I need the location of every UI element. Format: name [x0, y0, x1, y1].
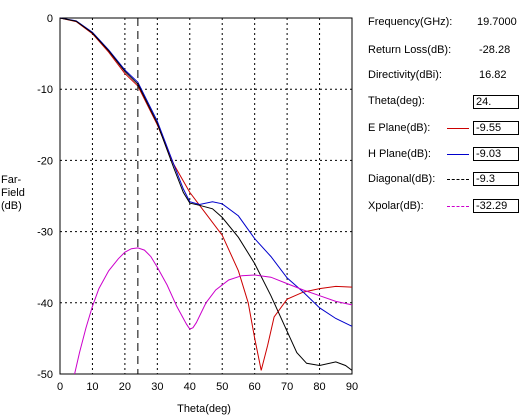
y-tick-label: -50: [37, 369, 53, 381]
y-axis-label: Far- Field (dB): [1, 174, 25, 212]
e-plane-value: -9.55: [473, 121, 519, 135]
theta-input[interactable]: 24.: [473, 95, 519, 109]
return-loss-value: -28.28: [479, 44, 511, 56]
directivity-label: Directivity(dBi):: [368, 69, 442, 81]
plot-frame: [59, 17, 353, 375]
frequency-label: Frequency(GHz):: [368, 16, 453, 28]
frequency-value: 19.7000: [477, 16, 517, 28]
legend-swatch-xpolar: [447, 206, 469, 207]
y-tick-label: -30: [37, 227, 53, 239]
x-tick-label: 80: [313, 381, 325, 393]
x-tick-label: 60: [249, 381, 261, 393]
series-line-diagonal: [59, 17, 353, 371]
x-tick-label: 90: [346, 381, 358, 393]
theta-label: Theta(deg):: [368, 95, 425, 107]
legend-swatch-e-plane: [447, 128, 469, 129]
diagonal-value: -9.3: [473, 172, 519, 186]
far-field-chart: 0 10 20 30 40 50 60 70 80 90 0 -10 -20 -30 -40 -50 Theta…: [37, 13, 358, 415]
legend-label-diagonal: Diagonal(dB):: [368, 173, 436, 185]
directivity-value: 16.82: [479, 69, 507, 81]
series-line-e-plane: [59, 17, 353, 371]
x-tick-label: 40: [184, 381, 196, 393]
return-loss-label: Return Loss(dB):: [368, 44, 452, 56]
legend-swatch-h-plane: [447, 154, 469, 155]
x-tick-label: 30: [151, 381, 163, 393]
x-axis-label: Theta(deg): [177, 403, 231, 415]
series-line-xpolar: [74, 247, 353, 375]
x-tick-label: 0: [57, 381, 63, 393]
legend-label-h-plane: H Plane(dB):: [368, 148, 431, 160]
legend-label-xpolar: Xpolar(dB):: [368, 200, 424, 212]
x-tick-label: 10: [86, 381, 98, 393]
legend-swatch-diagonal: [447, 179, 469, 180]
x-tick-label: 50: [216, 381, 228, 393]
y-tick-label: -40: [37, 298, 53, 310]
h-plane-value: -9.03: [473, 147, 519, 161]
xpolar-value: -32.29: [473, 199, 519, 213]
y-tick-label: 0: [47, 13, 53, 25]
y-tick-label: -20: [37, 155, 53, 167]
x-tick-label: 70: [281, 381, 293, 393]
legend-label-e-plane: E Plane(dB):: [368, 122, 431, 134]
y-tick-label: -10: [37, 84, 53, 96]
x-tick-label: 20: [119, 381, 131, 393]
